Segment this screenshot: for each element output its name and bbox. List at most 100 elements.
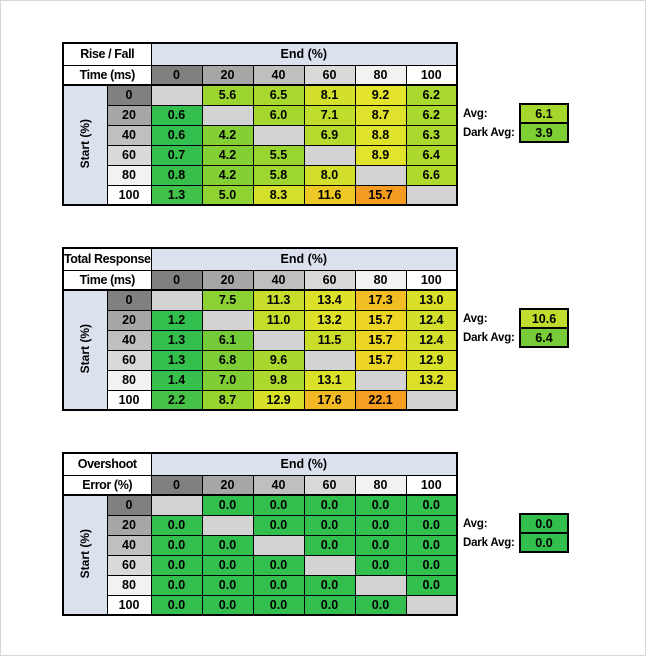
value-cell[interactable]: 0.0 [252, 554, 305, 576]
value-cell[interactable]: 0.0 [354, 554, 407, 576]
value-cell[interactable]: 17.6 [303, 389, 356, 411]
value-cell[interactable]: 15.7 [354, 309, 407, 331]
blank-cell[interactable] [252, 534, 305, 556]
start-axis-header[interactable]: Start (%) [62, 84, 108, 206]
end-col-header[interactable]: 20 [201, 269, 254, 291]
value-cell[interactable]: 6.1 [201, 329, 254, 351]
value-cell[interactable]: 17.3 [354, 289, 407, 311]
dark-avg-label[interactable]: Dark Avg: [463, 126, 515, 139]
blank-cell[interactable] [354, 164, 407, 186]
value-cell[interactable]: 0.0 [201, 494, 254, 516]
value-cell[interactable]: 1.2 [150, 309, 203, 331]
value-cell[interactable]: 12.4 [405, 329, 458, 351]
value-cell[interactable]: 5.6 [201, 84, 254, 106]
start-row-header[interactable]: 80 [106, 164, 152, 186]
value-cell[interactable]: 0.8 [150, 164, 203, 186]
value-cell[interactable]: 0.0 [303, 514, 356, 536]
value-cell[interactable]: 0.0 [150, 554, 203, 576]
dark-avg-label[interactable]: Dark Avg: [463, 331, 515, 344]
end-col-header[interactable]: 80 [354, 474, 407, 496]
value-cell[interactable]: 6.5 [252, 84, 305, 106]
end-col-header[interactable]: 0 [150, 269, 203, 291]
value-cell[interactable]: 8.0 [303, 164, 356, 186]
value-cell[interactable]: 0.0 [405, 514, 458, 536]
value-cell[interactable]: 12.9 [252, 389, 305, 411]
blank-cell[interactable] [405, 184, 458, 206]
value-cell[interactable]: 0.0 [150, 574, 203, 596]
blank-cell[interactable] [201, 104, 254, 126]
start-row-header[interactable]: 60 [106, 144, 152, 166]
value-cell[interactable]: 0.0 [150, 594, 203, 616]
value-cell[interactable]: 5.8 [252, 164, 305, 186]
value-cell[interactable]: 4.2 [201, 164, 254, 186]
value-cell[interactable]: 0.0 [252, 574, 305, 596]
avg-label[interactable]: Avg: [463, 517, 488, 530]
blank-cell[interactable] [252, 124, 305, 146]
value-cell[interactable]: 15.7 [354, 329, 407, 351]
value-cell[interactable]: 6.3 [405, 124, 458, 146]
value-cell[interactable]: 11.3 [252, 289, 305, 311]
blank-cell[interactable] [150, 289, 203, 311]
start-row-header[interactable]: 100 [106, 594, 152, 616]
value-cell[interactable]: 11.0 [252, 309, 305, 331]
blank-cell[interactable] [405, 389, 458, 411]
start-row-header[interactable]: 100 [106, 389, 152, 411]
end-axis-header[interactable]: End (%) [150, 247, 458, 271]
value-cell[interactable]: 22.1 [354, 389, 407, 411]
blank-cell[interactable] [303, 349, 356, 371]
blank-cell[interactable] [201, 514, 254, 536]
table-title-line1[interactable]: Overshoot [62, 452, 152, 476]
end-col-header[interactable]: 100 [405, 269, 458, 291]
end-col-header[interactable]: 60 [303, 269, 356, 291]
start-row-header[interactable]: 40 [106, 124, 152, 146]
end-col-header[interactable]: 20 [201, 474, 254, 496]
dark-avg-value-box[interactable]: 3.9 [519, 122, 569, 143]
end-col-header[interactable]: 60 [303, 474, 356, 496]
start-row-header[interactable]: 40 [106, 329, 152, 351]
avg-label[interactable]: Avg: [463, 312, 488, 325]
value-cell[interactable]: 13.4 [303, 289, 356, 311]
value-cell[interactable]: 0.0 [252, 494, 305, 516]
value-cell[interactable]: 13.2 [303, 309, 356, 331]
value-cell[interactable]: 5.5 [252, 144, 305, 166]
blank-cell[interactable] [354, 369, 407, 391]
end-col-header[interactable]: 80 [354, 64, 407, 86]
value-cell[interactable]: 0.0 [303, 494, 356, 516]
dark-avg-value-box[interactable]: 0.0 [519, 532, 569, 553]
avg-label[interactable]: Avg: [463, 107, 488, 120]
start-axis-header[interactable]: Start (%) [62, 289, 108, 411]
value-cell[interactable]: 0.0 [354, 514, 407, 536]
value-cell[interactable]: 9.6 [252, 349, 305, 371]
value-cell[interactable]: 9.2 [354, 84, 407, 106]
start-row-header[interactable]: 20 [106, 104, 152, 126]
end-col-header[interactable]: 40 [252, 269, 305, 291]
value-cell[interactable]: 0.0 [201, 534, 254, 556]
value-cell[interactable]: 0.0 [201, 594, 254, 616]
value-cell[interactable]: 0.0 [150, 534, 203, 556]
blank-cell[interactable] [303, 144, 356, 166]
value-cell[interactable]: 8.1 [303, 84, 356, 106]
value-cell[interactable]: 9.8 [252, 369, 305, 391]
value-cell[interactable]: 0.0 [405, 534, 458, 556]
start-row-header[interactable]: 80 [106, 574, 152, 596]
start-row-header[interactable]: 0 [106, 84, 152, 106]
value-cell[interactable]: 1.3 [150, 329, 203, 351]
value-cell[interactable]: 5.0 [201, 184, 254, 206]
value-cell[interactable]: 0.0 [354, 594, 407, 616]
start-row-header[interactable]: 20 [106, 514, 152, 536]
value-cell[interactable]: 0.6 [150, 124, 203, 146]
value-cell[interactable]: 7.5 [201, 289, 254, 311]
end-col-header[interactable]: 100 [405, 64, 458, 86]
value-cell[interactable]: 0.0 [405, 494, 458, 516]
blank-cell[interactable] [150, 84, 203, 106]
value-cell[interactable]: 0.0 [405, 574, 458, 596]
value-cell[interactable]: 8.3 [252, 184, 305, 206]
end-col-header[interactable]: 80 [354, 269, 407, 291]
table-title-line2[interactable]: Error (%) [62, 474, 152, 496]
value-cell[interactable]: 7.0 [201, 369, 254, 391]
start-row-header[interactable]: 80 [106, 369, 152, 391]
value-cell[interactable]: 8.9 [354, 144, 407, 166]
value-cell[interactable]: 13.2 [405, 369, 458, 391]
table-title-line2[interactable]: Time (ms) [62, 269, 152, 291]
value-cell[interactable]: 11.5 [303, 329, 356, 351]
